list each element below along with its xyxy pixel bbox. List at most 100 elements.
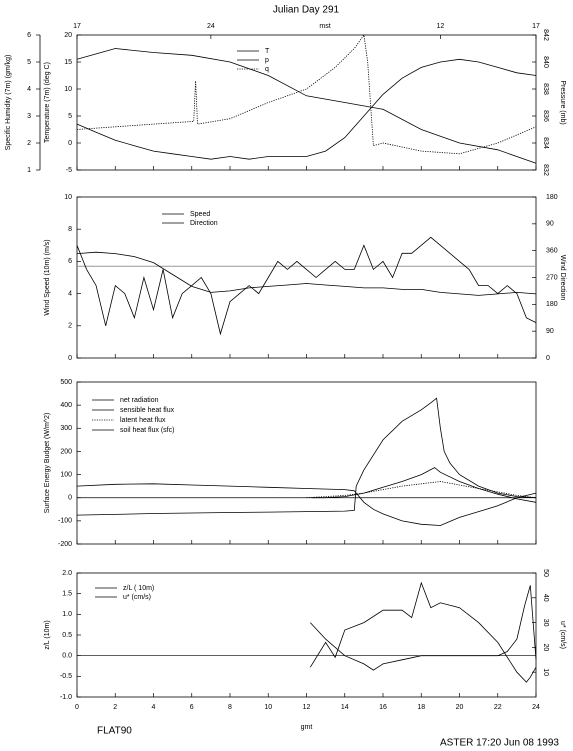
x2-tick-label: 12 <box>436 23 444 30</box>
y-axis-label: z/L (10m) <box>44 620 51 649</box>
y3-axis-label: Specific Humidity (7m) (gm/kg) <box>5 55 12 151</box>
legend-label: u* (cm/s) <box>123 594 151 601</box>
y-tick-label: -100 <box>58 518 72 525</box>
footer-right: ASTER 17:20 Jun 08 1993 <box>440 738 559 749</box>
y-tick-label: 2.0 <box>62 570 72 577</box>
x-tick-label: 12 <box>303 704 311 711</box>
y3-tick-label: 4 <box>27 86 31 93</box>
y2-tick-label: 842 <box>542 29 549 41</box>
y-tick-label: 0 <box>68 495 72 502</box>
y2-tick-label: 90 <box>546 221 554 228</box>
y2-tick-label: 50 <box>542 569 549 577</box>
y2-axis-label: Wind Direction <box>559 255 566 301</box>
series-line <box>76 483 537 526</box>
y-tick-label: 20 <box>64 32 72 39</box>
y2-tick-label: 0 <box>546 355 550 362</box>
series-line <box>310 585 537 671</box>
y-tick-label: 5 <box>68 113 72 120</box>
y2-tick-label: 838 <box>542 83 549 95</box>
y-tick-label: -200 <box>58 541 72 548</box>
y2-tick-label: 40 <box>542 594 549 602</box>
legend-label: Direction <box>190 220 218 227</box>
y2-tick-label: 180 <box>546 301 558 308</box>
y-tick-label: 0 <box>68 355 72 362</box>
x-tick-label: 16 <box>379 704 387 711</box>
x-tick-label: 4 <box>152 704 156 711</box>
y-axis-label: Temperature (7m) (deg C) <box>44 62 51 143</box>
legend-label: q <box>265 66 269 73</box>
series-line <box>76 397 537 516</box>
y-tick-label: 400 <box>60 402 72 409</box>
x-tick-label: 10 <box>264 704 272 711</box>
y-tick-label: 10 <box>64 86 72 93</box>
x-tick-label: 24 <box>532 704 540 711</box>
y-tick-label: -1.0 <box>60 694 72 701</box>
x2-tick-label: 24 <box>207 23 215 30</box>
y-tick-label: 4 <box>68 290 72 297</box>
x2-tick-label: 17 <box>73 23 81 30</box>
legend-label: p <box>265 57 269 64</box>
x-tick-label: 14 <box>341 704 349 711</box>
y2-tick-label: 360 <box>546 248 558 255</box>
y-tick-label: 10 <box>64 194 72 201</box>
legend-label: Speed <box>190 211 210 218</box>
y-tick-label: 6 <box>68 258 72 265</box>
y2-tick-label: 832 <box>542 164 549 176</box>
series-line <box>76 236 537 336</box>
x2-axis-label: mst <box>319 23 330 30</box>
y2-tick-label: 180 <box>546 194 558 201</box>
x-axis-label: gmt <box>301 724 313 731</box>
legend-label: latent heat flux <box>120 417 166 424</box>
y3-tick-label: 6 <box>27 32 31 39</box>
legend-label: T <box>265 48 270 55</box>
legend-label: net radiation <box>120 397 159 404</box>
legend-label: soil heat flux (sfc) <box>120 427 174 434</box>
y3-tick-label: 3 <box>27 113 31 120</box>
chart-title: Julian Day 291 <box>273 5 340 16</box>
y2-axis-label: u* (cm/s) <box>559 621 566 649</box>
y-tick-label: 1.5 <box>62 591 72 598</box>
series-line <box>76 58 537 160</box>
x-tick-label: 6 <box>190 704 194 711</box>
y2-tick-label: 90 <box>546 328 554 335</box>
y-tick-label: 0 <box>68 140 72 147</box>
y2-axis-label: Pressure (mb) <box>559 80 566 124</box>
y-tick-label: 2 <box>68 323 72 330</box>
y3-tick-label: 2 <box>27 140 31 147</box>
y-tick-label: 200 <box>60 448 72 455</box>
x-tick-label: 2 <box>113 704 117 711</box>
y2-tick-label: 20 <box>542 644 549 652</box>
y-tick-label: 8 <box>68 226 72 233</box>
footer-left: FLAT90 <box>97 726 132 737</box>
legend-label: z/L ( 10m) <box>123 585 154 592</box>
y3-tick-label: 5 <box>27 59 31 66</box>
x-tick-label: 22 <box>494 704 502 711</box>
series-line <box>76 33 537 155</box>
y-axis-label: Wind Speed (10m) (m/s) <box>44 239 51 315</box>
legend-label: sensible heat flux <box>120 407 175 414</box>
x-tick-label: 0 <box>75 704 79 711</box>
y2-tick-label: 10 <box>542 668 549 676</box>
series-line <box>306 481 537 499</box>
y-tick-label: 100 <box>60 471 72 478</box>
x2-tick-label: 17 <box>532 23 540 30</box>
y2-tick-label: 270 <box>546 274 558 281</box>
y-tick-label: 0.0 <box>62 653 72 660</box>
y-tick-label: 500 <box>60 379 72 386</box>
y-tick-label: 0.5 <box>62 632 72 639</box>
y-tick-label: 1.0 <box>62 611 72 618</box>
x-tick-label: 18 <box>417 704 425 711</box>
y2-tick-label: 30 <box>542 619 549 627</box>
y2-tick-label: 834 <box>542 137 549 149</box>
y-tick-label: -0.5 <box>60 673 72 680</box>
series-line <box>76 48 537 164</box>
y-tick-label: -5 <box>66 167 72 174</box>
y-tick-label: 300 <box>60 425 72 432</box>
y-tick-label: 15 <box>64 59 72 66</box>
y3-tick-label: 1 <box>27 167 31 174</box>
series-line <box>76 251 537 296</box>
series-line <box>312 467 537 503</box>
x-tick-label: 20 <box>456 704 464 711</box>
